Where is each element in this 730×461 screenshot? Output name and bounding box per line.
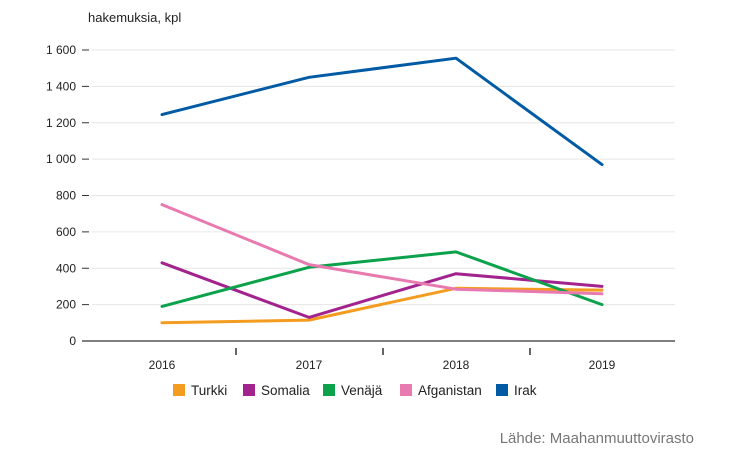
- series-line-ven-j-: [160, 250, 604, 308]
- x-tick-label: 2019: [589, 358, 616, 372]
- legend-swatch: [323, 384, 335, 396]
- legend-swatch: [400, 384, 412, 396]
- y-tick-label: 800: [56, 189, 76, 203]
- y-tick-label: 1 000: [46, 152, 76, 166]
- series-line-turkki: [160, 286, 604, 325]
- legend-swatch: [173, 384, 185, 396]
- x-tick-label: 2018: [443, 358, 470, 372]
- legend-label: Turkki: [191, 383, 227, 398]
- gridlines: [92, 49, 675, 306]
- series-lines: [160, 56, 604, 325]
- legend-label: Venäjä: [341, 383, 383, 398]
- x-tick-label: 2017: [296, 358, 323, 372]
- y-tick-label: 1 600: [46, 43, 76, 57]
- y-axis-title: hakemuksia, kpl: [88, 10, 181, 25]
- y-tick-label: 1 400: [46, 79, 76, 93]
- legend-swatch: [243, 384, 255, 396]
- series-line-somalia: [160, 261, 604, 319]
- y-tick-label: 600: [56, 225, 76, 239]
- y-tick-label: 0: [69, 334, 76, 348]
- y-tick-label: 200: [56, 298, 76, 312]
- legend-label: Somalia: [261, 383, 310, 398]
- y-tick-label: 400: [56, 261, 76, 275]
- legend: Turkki Somalia Venäjä Afganistan Irak: [173, 383, 537, 398]
- legend-label: Irak: [514, 383, 537, 398]
- source-label: Lähde: Maahanmuuttovirasto: [500, 430, 694, 447]
- legend-label: Afganistan: [418, 383, 482, 398]
- x-tick-label: 2016: [149, 358, 176, 372]
- axes: 0 200 400 600 800 1 000 1 200 1 400 1 600 2016 201…: [46, 43, 675, 372]
- y-tick-label: 1 200: [46, 116, 76, 130]
- legend-swatch: [496, 384, 508, 396]
- series-line-afganistan: [160, 203, 604, 296]
- series-line-irak: [160, 56, 604, 167]
